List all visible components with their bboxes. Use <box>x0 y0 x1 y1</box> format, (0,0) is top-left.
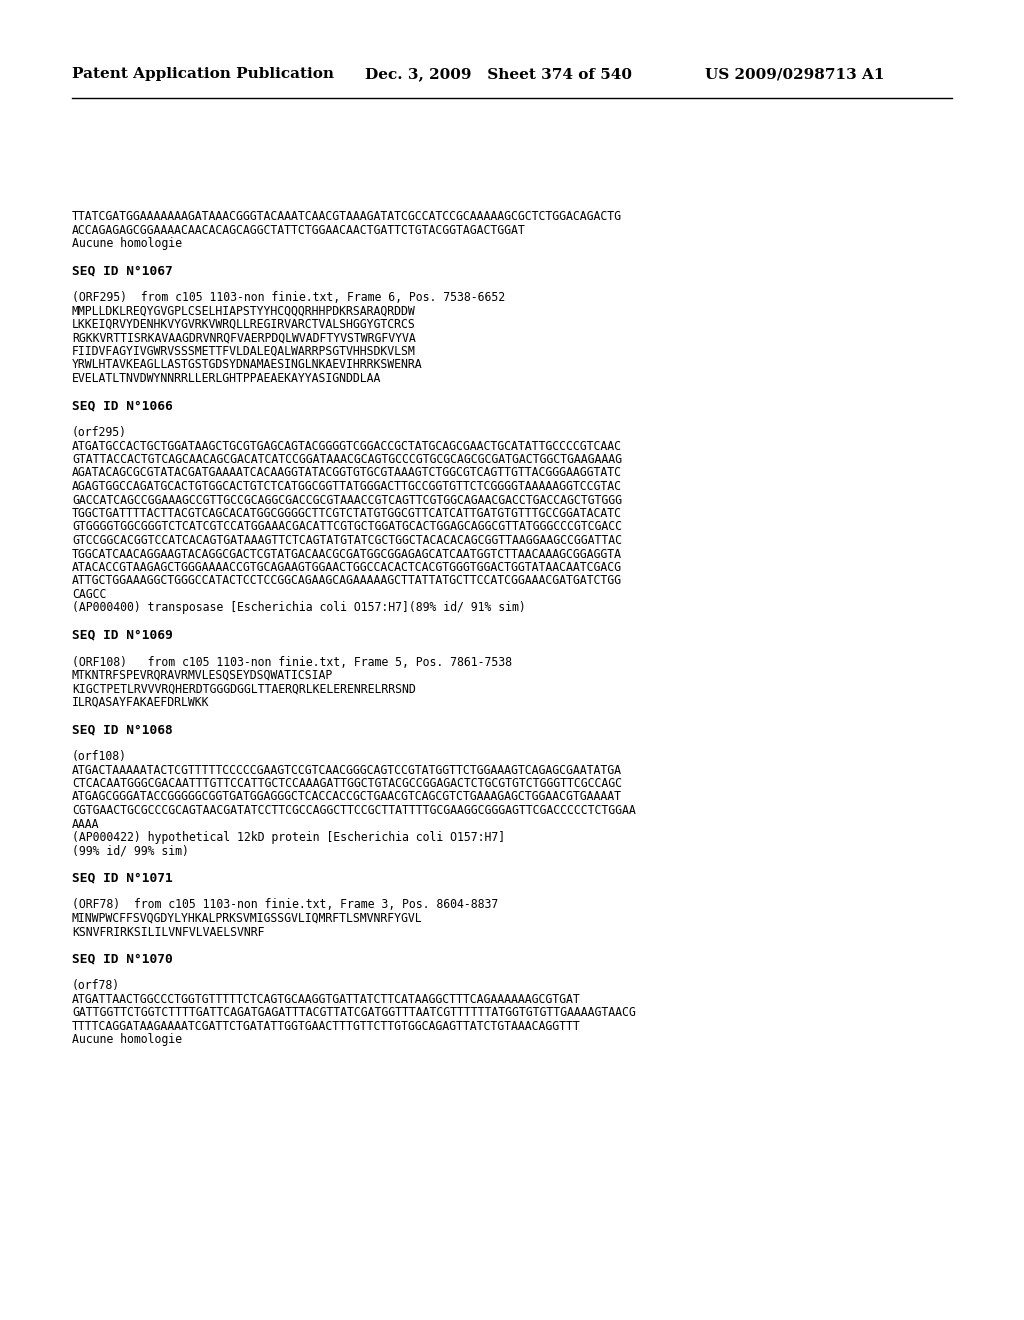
Text: ACCAGAGAGCGGAAAACAACACAGCAGGCTATTCTGGAACAACTGATTCTGTACGGTAGACTGGAT: ACCAGAGAGCGGAAAACAACACAGCAGGCTATTCTGGAAC… <box>72 223 525 236</box>
Text: SEQ ID N°1070: SEQ ID N°1070 <box>72 953 173 965</box>
Text: ATACACCGTAAGAGCTGGGAAAACCGTGCAGAAGTGGAACTGGCCACACTCACGTGGGTGGACTGGTATAACAATCGACG: ATACACCGTAAGAGCTGGGAAAACCGTGCAGAAGTGGAAC… <box>72 561 622 574</box>
Text: US 2009/0298713 A1: US 2009/0298713 A1 <box>705 67 885 81</box>
Text: GTGGGGTGGCGGGTCTCATCGTCCATGGAAACGACATTCGTGCTGGATGCACTGGAGCAGGCGTTATGGGCCCGTCGACC: GTGGGGTGGCGGGTCTCATCGTCCATGGAAACGACATTCG… <box>72 520 622 533</box>
Text: (99% id/ 99% sim): (99% id/ 99% sim) <box>72 845 188 858</box>
Text: TTATCGATGGAAAAAAAGATAAACGGGTACAAATCAACGTAAAGATATCGCCATCCGCAAAAAGCGCTCTGGACAGACTG: TTATCGATGGAAAAAAAGATAAACGGGTACAAATCAACGT… <box>72 210 622 223</box>
Text: CTCACAATGGGCGACAATTTGTTCCATTGCTCCAAAGATTGGCTGTACGCCGGAGACTCTGCGTGTCTGGGTTCGCCAGC: CTCACAATGGGCGACAATTTGTTCCATTGCTCCAAAGATT… <box>72 777 622 789</box>
Text: ATGACTAAAAATACTCGTTTTTCCCCCGAAGTCCGTCAACGGGCAGTCCGTATGGTTCTGGAAAGTCAGAGCGAATATGA: ATGACTAAAAATACTCGTTTTTCCCCCGAAGTCCGTCAAC… <box>72 763 622 776</box>
Text: ATGAGCGGGATACCGGGGGCGGTGATGGAGGGCTCACCACCGCTGAACGTCAGCGTCTGAAAGAGCTGGAACGTGAAAAT: ATGAGCGGGATACCGGGGGCGGTGATGGAGGGCTCACCAC… <box>72 791 622 804</box>
Text: (orf108): (orf108) <box>72 750 127 763</box>
Text: RGKKVRTTISRKAVAAGDRVNRQFVAERPDQLWVADFTYVSTWRGFVYVA: RGKKVRTTISRKAVAAGDRVNRQFVAERPDQLWVADFTYV… <box>72 331 416 345</box>
Text: (ORF78)  from c105 1103-non finie.txt, Frame 3, Pos. 8604-8837: (ORF78) from c105 1103-non finie.txt, Fr… <box>72 899 499 912</box>
Text: GTCCGGCACGGTCCATCACAGTGATAAAGTTCTCAGTATGTATCGCTGGCTACACACAGCGGTTAAGGAAGCCGGATTAC: GTCCGGCACGGTCCATCACAGTGATAAAGTTCTCAGTATG… <box>72 535 622 546</box>
Text: AGATACAGCGCGTATACGATGAAAATCACAAGGTATACGGTGTGCGTAAAGTCTGGCGTCAGTTGTTACGGGAAGGTATC: AGATACAGCGCGTATACGATGAAAATCACAAGGTATACGG… <box>72 466 622 479</box>
Text: AAAA: AAAA <box>72 817 99 830</box>
Text: AGAGTGGCCAGATGCACTGTGGCACTGTCTCATGGCGGTTATGGGACTTGCCGGTGTTCTCGGGGTAAAAAGGTCCGTAC: AGAGTGGCCAGATGCACTGTGGCACTGTCTCATGGCGGTT… <box>72 480 622 492</box>
Text: SEQ ID N°1069: SEQ ID N°1069 <box>72 628 173 642</box>
Text: ATGATTAACTGGCCCTGGTGTTTTTCTCAGTGCAAGGTGATTATCTTCATAAGGCTTTCAGAAAAAAGCGTGAT: ATGATTAACTGGCCCTGGTGTTTTTCTCAGTGCAAGGTGA… <box>72 993 581 1006</box>
Text: TGGCTGATTTTACTTACGTCAGCACATGGCGGGGCTTCGTCTATGTGGCGTTCATCATTGATGTGTTTGCCGGATACATC: TGGCTGATTTTACTTACGTCAGCACATGGCGGGGCTTCGT… <box>72 507 622 520</box>
Text: ILRQASAYFAKAEFDRLWKK: ILRQASAYFAKAEFDRLWKK <box>72 696 210 709</box>
Text: FIIDVFAGYIVGWRVSSSMETTFVLDALEQALWARRPSGTVHHSDKVLSM: FIIDVFAGYIVGWRVSSSMETTFVLDALEQALWARRPSGT… <box>72 345 416 358</box>
Text: SEQ ID N°1068: SEQ ID N°1068 <box>72 723 173 737</box>
Text: ATGATGCCACTGCTGGATAAGCTGCGTGAGCAGTACGGGGTCGGACCGCTATGCAGCGAACTGCATATTGCCCCGTCAAC: ATGATGCCACTGCTGGATAAGCTGCGTGAGCAGTACGGGG… <box>72 440 622 453</box>
Text: CAGCC: CAGCC <box>72 587 106 601</box>
Text: Patent Application Publication: Patent Application Publication <box>72 67 334 81</box>
Text: (AP000422) hypothetical 12kD protein [Escherichia coli O157:H7]: (AP000422) hypothetical 12kD protein [Es… <box>72 832 505 843</box>
Text: SEQ ID N°1071: SEQ ID N°1071 <box>72 871 173 884</box>
Text: MINWPWCFFSVQGDYLYHKALPRKSVMIGSSGVLIQMRFTLSMVNRFYGVL: MINWPWCFFSVQGDYLYHKALPRKSVMIGSSGVLIQMRFT… <box>72 912 423 925</box>
Text: Dec. 3, 2009   Sheet 374 of 540: Dec. 3, 2009 Sheet 374 of 540 <box>365 67 632 81</box>
Text: MMPLLDKLREQYGVGPLCSELHIAPSTYYHCQQQRHHPDKRSARAQRDDW: MMPLLDKLREQYGVGPLCSELHIAPSTYYHCQQQRHHPDK… <box>72 305 416 318</box>
Text: Aucune homologie: Aucune homologie <box>72 1034 182 1047</box>
Text: MTKNTRFSPEVRQRAVRMVLESQSEYDSQWATICSIAP: MTKNTRFSPEVRQRAVRMVLESQSEYDSQWATICSIAP <box>72 669 333 682</box>
Text: (orf78): (orf78) <box>72 979 120 993</box>
Text: ATTGCTGGAAAGGCTGGGCCATACTCCTCCGGCAGAAGCAGAAAAAGCTTATTATGCTTCCATCGGAAACGATGATCTGG: ATTGCTGGAAAGGCTGGGCCATACTCCTCCGGCAGAAGCA… <box>72 574 622 587</box>
Text: (ORF295)  from c105 1103-non finie.txt, Frame 6, Pos. 7538-6652: (ORF295) from c105 1103-non finie.txt, F… <box>72 290 505 304</box>
Text: TGGCATCAACAGGAAGTACAGGCGACTCGTATGACAACGCGATGGCGGAGAGCATCAATGGTCTTAACAAAGCGGAGGTA: TGGCATCAACAGGAAGTACAGGCGACTCGTATGACAACGC… <box>72 548 622 561</box>
Text: Aucune homologie: Aucune homologie <box>72 238 182 249</box>
Text: GACCATCAGCCGGAAAGCCGTTGCCGCAGGCGACCGCGTAAACCGTCAGTTCGTGGCAGAACGACCTGACCAGCTGTGGG: GACCATCAGCCGGAAAGCCGTTGCCGCAGGCGACCGCGTA… <box>72 494 622 507</box>
Text: (ORF108)   from c105 1103-non finie.txt, Frame 5, Pos. 7861-7538: (ORF108) from c105 1103-non finie.txt, F… <box>72 656 512 668</box>
Text: KSNVFRIRKSILILVNFVLVAELSVNRF: KSNVFRIRKSILILVNFVLVAELSVNRF <box>72 925 264 939</box>
Text: LKKEIQRVYDENHKVYGVRKVWRQLLREGIRVARCTVALSHGGYGTCRCS: LKKEIQRVYDENHKVYGVRKVWRQLLREGIRVARCTVALS… <box>72 318 416 331</box>
Text: (AP000400) transposase [Escherichia coli O157:H7](89% id/ 91% sim): (AP000400) transposase [Escherichia coli… <box>72 602 525 615</box>
Text: CGTGAACTGCGCCCGCAGTAACGATATCCTTCGCCAGGCTTCCGCTTATTTTGCGAAGGCGGGAGTTCGACCCCCTCTGG: CGTGAACTGCGCCCGCAGTAACGATATCCTTCGCCAGGCT… <box>72 804 636 817</box>
Text: GTATTACCACTGTCAGCAACAGCGACATCATCCGGATAAACGCAGTGCCCGTGCGCAGCGCGATGACTGGCTGAAGAAAG: GTATTACCACTGTCAGCAACAGCGACATCATCCGGATAAA… <box>72 453 622 466</box>
Text: KIGCTPETLRVVVRQHERDTGGGDGGLTTAERQRLKELERENRELRRSND: KIGCTPETLRVVVRQHERDTGGGDGGLTTAERQRLKELER… <box>72 682 416 696</box>
Text: YRWLHTAVKEAGLLASTGSTGDSYDNAMAESINGLNKAEVIHRRKSWENRA: YRWLHTAVKEAGLLASTGSTGDSYDNAMAESINGLNKAEV… <box>72 359 423 371</box>
Text: SEQ ID N°1067: SEQ ID N°1067 <box>72 264 173 277</box>
Text: (orf295): (orf295) <box>72 426 127 440</box>
Text: GATTGGTTCTGGTCTTTTGATTCAGATGAGATTTACGTTATCGATGGTTTAATCGTTTTTTATGGTGTGTTGAAAAGTAA: GATTGGTTCTGGTCTTTTGATTCAGATGAGATTTACGTTA… <box>72 1006 636 1019</box>
Text: EVELATLTNVDWYNNRRLLERLGHTPPAEAEKAYYASIGNDDLAA: EVELATLTNVDWYNNRRLLERLGHTPPAEAEKAYYASIGN… <box>72 372 381 385</box>
Text: TTTTCAGGATAAGAAAATCGATTCTGATATTGGTGAACTTTGTTCTTGTGGCAGAGTTATCTGTAAACAGGTTT: TTTTCAGGATAAGAAAATCGATTCTGATATTGGTGAACTT… <box>72 1020 581 1034</box>
Text: SEQ ID N°1066: SEQ ID N°1066 <box>72 399 173 412</box>
